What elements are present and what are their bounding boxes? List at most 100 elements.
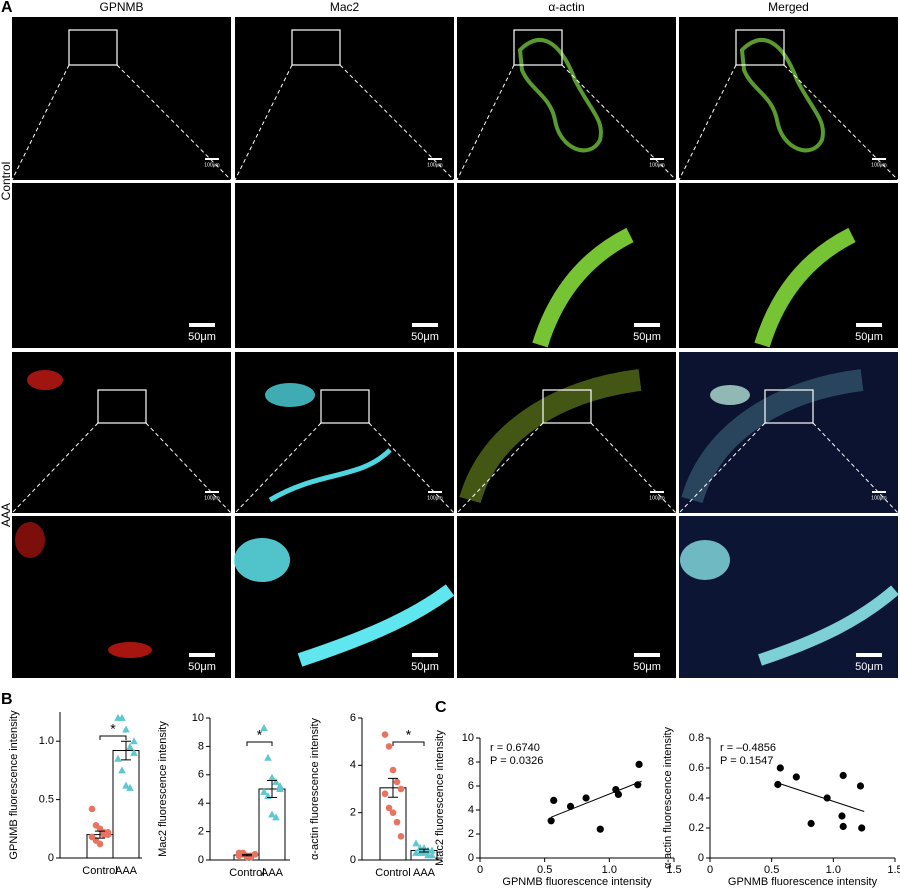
data-point bbox=[792, 773, 800, 781]
micrograph bbox=[679, 17, 898, 180]
annotation: r = –0.4856 bbox=[720, 742, 776, 754]
scale-label: 50μm bbox=[633, 661, 661, 673]
x-axis-label: GPNMB fluorescence intensity bbox=[728, 876, 878, 888]
x-tick-label: AAA bbox=[261, 867, 284, 879]
x-tick-label: Control bbox=[229, 867, 264, 879]
y-tick-label: 0 bbox=[198, 854, 204, 866]
data-point bbox=[389, 766, 397, 774]
scale-bar bbox=[650, 491, 664, 493]
data-point bbox=[839, 822, 847, 831]
data-point bbox=[550, 796, 558, 805]
error-bar bbox=[95, 830, 105, 839]
inset-frame bbox=[735, 29, 785, 66]
data-point bbox=[96, 840, 104, 848]
y-tick-label: 0.6 bbox=[689, 762, 704, 774]
data-point bbox=[393, 818, 401, 826]
data-point bbox=[397, 833, 405, 840]
inset-box bbox=[678, 29, 899, 181]
y-tick-label: 0 bbox=[698, 852, 704, 864]
x-tick-label: Control bbox=[82, 865, 117, 877]
y-tick-label: 0.2 bbox=[689, 822, 704, 834]
y-tick-label: 4 bbox=[350, 759, 356, 771]
inset-box bbox=[456, 29, 677, 181]
data-point bbox=[412, 839, 420, 847]
panel-label: B bbox=[1, 691, 13, 708]
inset-frame bbox=[764, 389, 814, 424]
y-tick-label: 6 bbox=[468, 780, 474, 792]
y-tick-label: 10 bbox=[192, 712, 204, 724]
scale-label: 100μm bbox=[204, 162, 219, 168]
data-point bbox=[776, 764, 784, 772]
error-bar bbox=[121, 740, 131, 761]
y-tick-label: 4 bbox=[198, 797, 204, 809]
column-header: α-actin bbox=[548, 0, 584, 14]
data-point bbox=[122, 781, 130, 789]
inset-frame bbox=[68, 29, 118, 66]
micrograph bbox=[235, 17, 454, 180]
bar bbox=[379, 787, 407, 861]
annotation: P = 0.1547 bbox=[720, 755, 773, 767]
y-tick-label: 0 bbox=[48, 852, 54, 864]
data-point bbox=[130, 737, 138, 745]
data-point bbox=[582, 794, 590, 802]
y-tick-label: 2 bbox=[350, 807, 356, 819]
scale-bar bbox=[634, 653, 660, 657]
x-tick-label: Control bbox=[375, 867, 410, 879]
scale-label: 50μm bbox=[855, 661, 883, 673]
scale-label: 50μm bbox=[188, 661, 216, 673]
scale-bar bbox=[205, 158, 219, 160]
data-point bbox=[264, 753, 272, 761]
data-point bbox=[385, 743, 393, 750]
y-tick-label: 10 bbox=[462, 732, 474, 744]
error-bar bbox=[388, 777, 398, 798]
data-point bbox=[856, 782, 865, 790]
micrograph bbox=[457, 17, 676, 180]
data-point bbox=[838, 812, 846, 820]
data-point bbox=[276, 785, 284, 792]
micrograph bbox=[457, 183, 676, 348]
zoom-line bbox=[678, 64, 737, 181]
significance-bracket bbox=[246, 741, 273, 746]
data-point bbox=[260, 723, 268, 731]
data-point bbox=[114, 754, 122, 762]
y-tick-label: 0.4 bbox=[689, 792, 704, 804]
y-tick-label: 1.0 bbox=[39, 735, 54, 747]
significance-label: * bbox=[257, 727, 263, 743]
x-tick-label: AAA bbox=[413, 867, 436, 879]
annotation: P = 0.0326 bbox=[490, 755, 543, 767]
data-point bbox=[635, 760, 643, 769]
y-tick-label: 4 bbox=[468, 804, 474, 816]
x-tick-label: AAA bbox=[115, 865, 138, 877]
inset-frame bbox=[97, 389, 147, 424]
scale-label: 50μm bbox=[411, 661, 439, 673]
data-point bbox=[126, 743, 134, 751]
data-point bbox=[104, 829, 112, 836]
x-tick-label: 1.5 bbox=[887, 864, 900, 876]
inset-box bbox=[234, 29, 455, 181]
bar bbox=[258, 788, 286, 861]
significance-label: * bbox=[110, 721, 116, 737]
y-tick-label: 0 bbox=[350, 854, 356, 866]
inset-box bbox=[678, 389, 899, 514]
column-header: Merged bbox=[768, 0, 809, 14]
data-point bbox=[122, 725, 130, 733]
scale-bar bbox=[428, 158, 442, 160]
data-point bbox=[118, 766, 126, 774]
scale-label: 50μm bbox=[188, 331, 216, 343]
bar bbox=[112, 750, 140, 859]
x-tick-label: 1.5 bbox=[666, 864, 681, 876]
zoom-line bbox=[234, 64, 293, 181]
data-point bbox=[130, 748, 138, 756]
data-point bbox=[389, 809, 397, 816]
scale-bar bbox=[872, 158, 886, 160]
x-tick-label: 0.5 bbox=[537, 864, 552, 876]
significance-bracket bbox=[99, 735, 127, 740]
zoom-line bbox=[561, 64, 677, 181]
inset-box bbox=[11, 29, 232, 181]
y-axis-label: α-actin fluorescence intensity bbox=[309, 717, 321, 860]
y-tick-label: 0.8 bbox=[689, 732, 704, 744]
row-label: AAA bbox=[0, 503, 13, 527]
zoom-line bbox=[339, 64, 455, 181]
x-tick-label: 0.5 bbox=[764, 864, 779, 876]
